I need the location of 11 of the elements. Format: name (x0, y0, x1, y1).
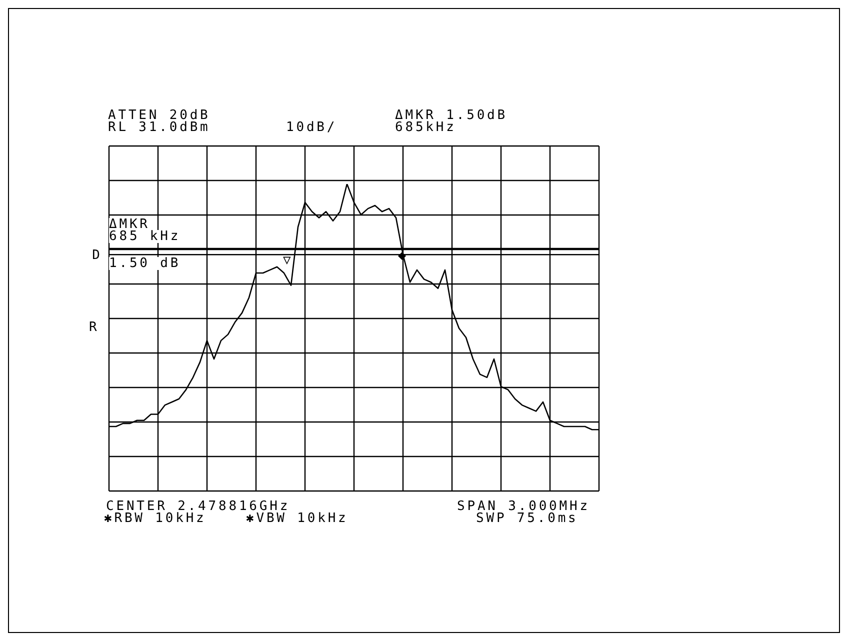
text: RL 31.0dBm (108, 120, 210, 135)
annotation: ▽ (283, 253, 291, 268)
annotation: 1.50 dB (109, 256, 181, 271)
text: 685kHz (395, 120, 456, 135)
text: ✱RBW 10kHz (104, 511, 206, 526)
ref-line-label: D (92, 248, 100, 264)
text: R (89, 320, 100, 335)
annotation: 685 kHz (109, 229, 181, 244)
text: SWP 75.0ms (476, 511, 578, 526)
text: ✱VBW 10kHz (246, 511, 348, 526)
text: 10dB/ (286, 120, 338, 135)
